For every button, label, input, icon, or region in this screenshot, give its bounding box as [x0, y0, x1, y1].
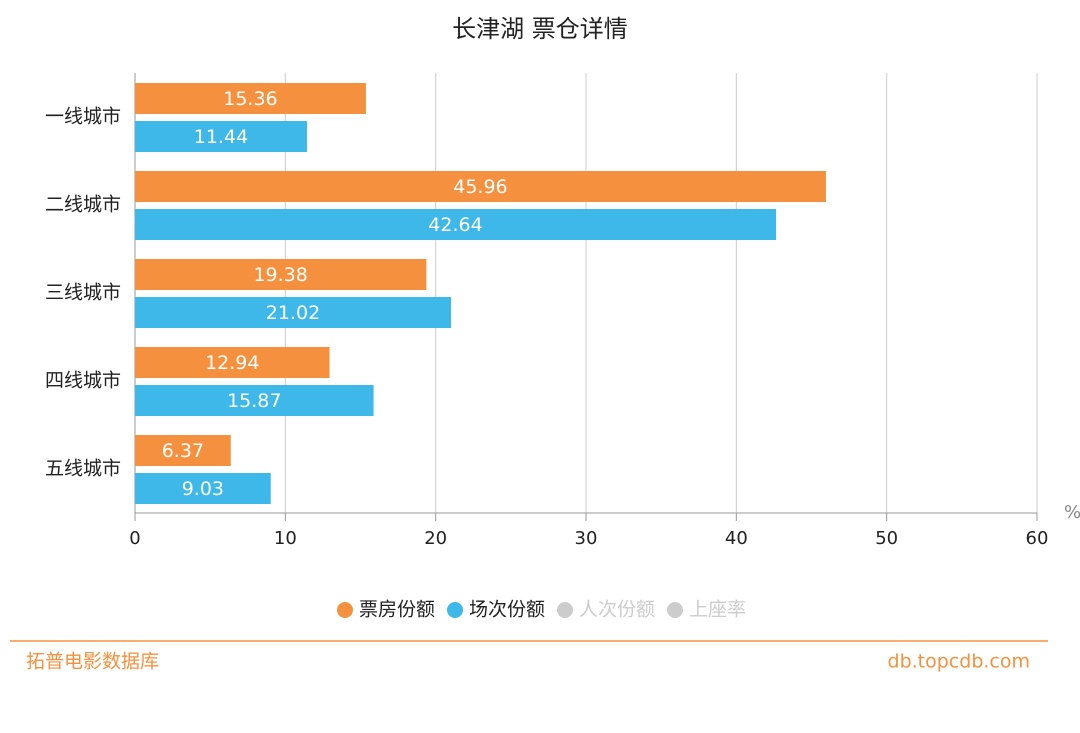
- legend-label: 场次份额: [469, 599, 545, 621]
- value-label: 12.94: [205, 352, 259, 374]
- y-tick-label: 四线城市: [45, 370, 121, 392]
- bar: [135, 297, 452, 328]
- bar: [135, 385, 374, 416]
- y-tick-label: 二线城市: [45, 194, 121, 216]
- x-tick-label: 30: [575, 528, 598, 549]
- x-tick-label: 40: [725, 528, 748, 549]
- legend-label: 人次份额: [579, 599, 655, 621]
- value-label: 19.38: [253, 264, 307, 286]
- chart-title: 长津湖 票仓详情: [452, 15, 628, 43]
- x-tick-label: 50: [875, 528, 898, 549]
- y-tick-label: 一线城市: [45, 106, 121, 128]
- x-tick-label: 60: [1026, 528, 1049, 549]
- bar: [135, 121, 307, 152]
- x-unit: %: [1064, 502, 1080, 523]
- x-tick-label: 20: [424, 528, 447, 549]
- bar: [135, 171, 826, 202]
- legend-label: 上座率: [689, 599, 746, 621]
- legend-marker: [557, 602, 573, 618]
- x-tick-label: 0: [129, 528, 140, 549]
- bar: [135, 435, 231, 466]
- bar: [135, 209, 777, 240]
- x-tick-label: 10: [274, 528, 297, 549]
- bar: [135, 83, 366, 114]
- footer-left: 拓普电影数据库: [26, 651, 159, 673]
- value-label: 6.37: [162, 440, 204, 462]
- legend-marker: [667, 602, 683, 618]
- bar: [135, 347, 330, 378]
- value-label: 21.02: [266, 302, 320, 324]
- value-label: 45.96: [453, 176, 507, 198]
- value-label: 11.44: [194, 126, 248, 148]
- legend-marker: [447, 602, 463, 618]
- value-label: 15.36: [223, 88, 277, 110]
- legend-label: 票房份额: [359, 599, 435, 621]
- bar: [135, 259, 427, 290]
- value-label: 15.87: [227, 390, 281, 412]
- bar: [135, 473, 271, 504]
- y-tick-label: 三线城市: [45, 282, 121, 304]
- value-label: 42.64: [428, 214, 482, 236]
- footer-right: db.topcdb.com: [888, 651, 1030, 673]
- y-tick-label: 五线城市: [45, 458, 121, 480]
- legend-marker: [337, 602, 353, 618]
- value-label: 9.03: [182, 478, 224, 500]
